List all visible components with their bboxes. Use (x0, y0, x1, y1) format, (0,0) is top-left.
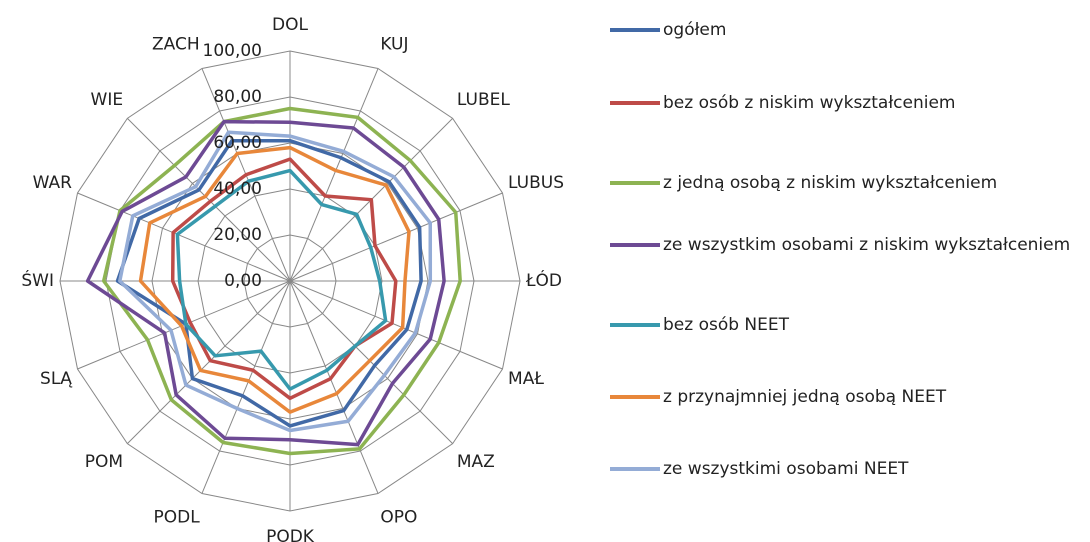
r-tick-label: 100,00 (203, 41, 262, 61)
spoke (127, 118, 291, 282)
category-label: WIE (91, 90, 124, 110)
r-tick-label: 80,00 (213, 87, 262, 107)
r-tick-label: 40,00 (213, 179, 262, 199)
series-line (175, 168, 388, 391)
category-label: LUBUS (508, 173, 564, 193)
spoke (201, 280, 291, 494)
category-label: SLĄ (40, 369, 72, 389)
series-line (101, 106, 462, 456)
category-label: POM (85, 452, 123, 472)
spoke (77, 192, 291, 282)
series-line (118, 130, 433, 433)
category-label: DOL (272, 15, 308, 35)
legend-label: z jedną osobą z niskim wykształceniem (663, 173, 997, 193)
category-label: OPO (380, 508, 417, 528)
spoke (289, 280, 453, 444)
category-label: LUBEL (457, 90, 510, 110)
category-label: MAŁ (508, 369, 544, 389)
series-line (170, 157, 398, 401)
category-label: ŁÓD (525, 269, 562, 291)
legend-label: ze wszystkim osobami z niskim wykształce… (663, 235, 1070, 255)
spoke (289, 280, 379, 494)
category-label: PODL (153, 508, 200, 528)
spoke (289, 192, 503, 282)
category-label: PODK (266, 527, 315, 542)
spoke (77, 280, 291, 370)
series-line (85, 119, 446, 447)
series-line (138, 145, 411, 414)
category-label: ZACH (152, 34, 200, 54)
legend-label: z przynajmniej jedną osobą NEET (663, 387, 947, 407)
spoke (289, 280, 503, 370)
spoke (289, 68, 379, 282)
r-tick-label: 0,00 (224, 271, 262, 291)
legend-label: bez osób NEET (663, 315, 790, 335)
category-label: WAR (33, 173, 73, 193)
category-label: ŚWI (21, 269, 54, 291)
legend-label: bez osób z niskim wykształceniem (663, 93, 955, 113)
legend-label: ogółem (663, 20, 726, 40)
r-tick-label: 60,00 (213, 133, 262, 153)
r-tick-label: 20,00 (213, 225, 262, 245)
category-label: KUJ (380, 34, 408, 54)
series-line (115, 138, 423, 428)
category-label: MAZ (457, 452, 495, 472)
spoke (127, 280, 291, 444)
legend-label: ze wszystkimi osobami NEET (663, 459, 909, 479)
